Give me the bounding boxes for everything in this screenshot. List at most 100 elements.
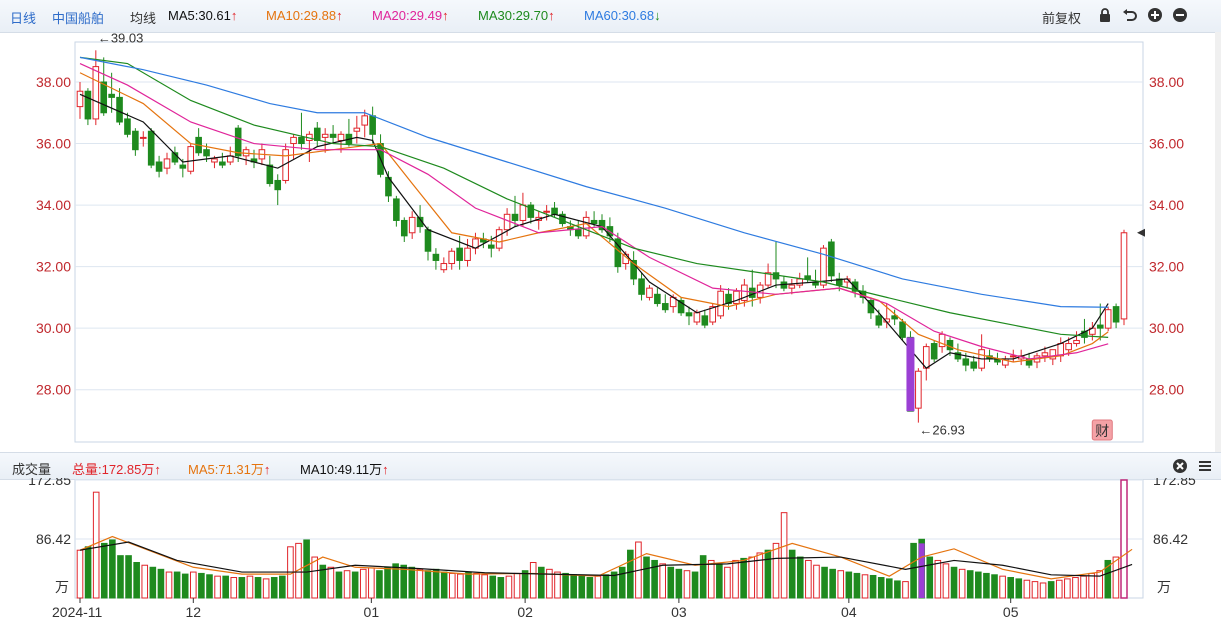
volume-bar [764,549,772,599]
finance-badge-bg [1091,419,1113,441]
volume-tick-label-right: 172.85 [1153,478,1196,488]
y-tick-label-right: 28.00 [1149,382,1184,398]
candle-body [511,213,519,221]
up-arrow-icon: ↑ [382,462,389,477]
candle-body [266,164,274,185]
volume-bar [683,570,691,599]
volume-bar [125,555,132,599]
avg-line-label[interactable]: 均线 [130,11,157,26]
volume-bar [748,556,756,599]
volume-bar [392,563,399,599]
volume-bar [198,572,205,599]
candle-body [820,247,827,286]
volume-bar [497,577,505,599]
candle-body [132,130,139,151]
y-tick-label-right: 38.00 [1149,74,1184,90]
candle-body [1041,352,1049,357]
volume-bar [76,549,84,599]
candle-body [361,115,369,126]
candle-body [487,244,495,249]
volume-bar [141,564,149,599]
scrollbar[interactable] [1215,32,1221,452]
volume-bar [780,512,788,599]
volume-bar [562,572,569,599]
ma10-line [79,72,1109,363]
volume-bar [416,568,424,599]
y-tick-label-right: 30.00 [1149,320,1184,336]
volume-tick-label-left: 172.85 [28,478,71,488]
volume-bar-latest [1120,479,1128,599]
candle-body [1112,306,1120,323]
volume-bar [627,549,634,599]
close-icon[interactable] [1172,458,1188,474]
volume-bar [457,573,464,599]
volume-bar [821,566,828,599]
candle-body [930,343,938,360]
volume-bar [869,574,877,599]
ma30-value: MA30:29.70 [478,8,549,23]
candle-body [139,136,147,139]
menu-icon[interactable] [1197,458,1213,474]
candle-body [456,247,463,261]
candle-body [100,81,108,114]
candle-body [962,358,970,366]
up-arrow-icon: ↑ [230,8,238,23]
candle-body [922,346,930,369]
candle-body [915,370,922,409]
price-chart[interactable]: 38.00 38.00 36.00 36.00 34.00 34.00 32.00 32.00… [0,32,1221,452]
volume-bar [303,539,310,599]
volume-bar [966,570,974,599]
candle-body [717,290,724,317]
volume-bar [157,568,165,599]
candle-body [440,263,448,271]
volume-bar [675,568,683,599]
volume-chart[interactable]: 172.85 172.85 86.42 86.42 万 万 2024-11 12 01 02 03 0… [0,478,1221,625]
volume-ma10-value: MA10:49.11万 [300,462,383,477]
candle-body [630,259,637,280]
x-month-label: 12 [186,604,202,620]
volume-bar [740,557,747,599]
volume-bar [877,577,885,599]
volume-bar [133,562,140,599]
candle-body [313,127,321,141]
y-tick-label-left: 30.00 [36,320,71,336]
volume-bar [1072,577,1079,599]
candle-body [503,213,511,231]
candle-body [1009,355,1017,358]
volume-bar [667,566,675,599]
volume-bar [311,556,318,599]
volume-bar [440,571,448,599]
volume-bar [521,570,529,599]
zoom-in-icon[interactable] [1147,7,1163,23]
volume-bar [691,571,699,599]
volume-bar [1031,581,1039,599]
volume-bar [400,564,408,599]
zoom-out-icon[interactable] [1172,7,1188,23]
up-arrow-icon: ↑ [442,8,449,23]
volume-bar [376,570,383,599]
event-marker [906,337,915,412]
volume-bar [100,542,108,599]
period-label[interactable]: 日线 [10,11,37,26]
candle-body [946,339,954,351]
y-tick-label-right: 32.00 [1149,259,1184,275]
volume-bar [1064,578,1071,599]
ma60-line [79,56,1109,308]
candle-body [92,66,100,120]
volume-bar [424,570,432,599]
volume-bar [975,571,982,599]
adjust-label[interactable]: 前复权 [1042,11,1082,26]
volume-bar [206,574,213,599]
candle-body [709,306,717,323]
candle-body [187,146,195,172]
candle-body [685,312,693,317]
candle-body [677,299,685,314]
volume-bar [181,573,189,599]
volume-bar [1007,577,1014,599]
candle-body [733,290,740,305]
undo-icon[interactable] [1122,7,1138,23]
volume-bar [554,571,561,599]
volume-bar [359,568,367,599]
candle-body [155,161,163,172]
lock-icon[interactable] [1097,7,1113,23]
